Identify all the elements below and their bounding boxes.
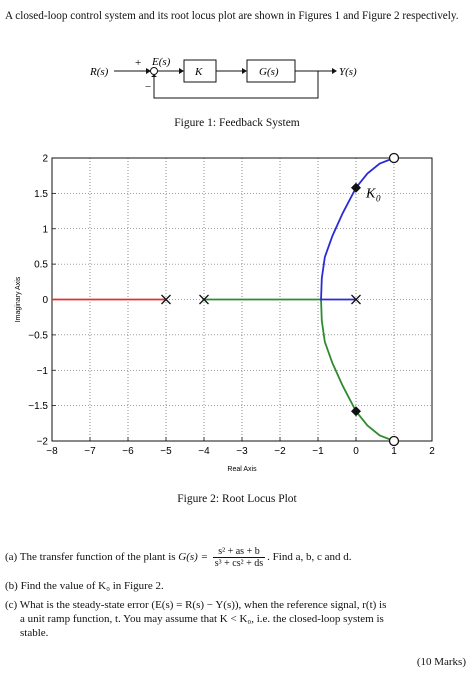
x-tick-label: 1 bbox=[391, 446, 397, 457]
zero-marker bbox=[388, 435, 400, 447]
y-tick-label: 1.5 bbox=[34, 189, 48, 200]
minus-sign: − bbox=[145, 81, 151, 93]
x-tick-label: −2 bbox=[274, 446, 286, 457]
x-tick-label: −5 bbox=[160, 446, 172, 457]
locus-branch bbox=[320, 157, 395, 301]
question-a-lhs: G(s) = bbox=[178, 551, 209, 564]
pole-marker bbox=[199, 294, 209, 305]
y-tick-label: −1 bbox=[37, 366, 49, 377]
question-c-line3: stable. bbox=[20, 627, 49, 639]
question-c-line2: a unit ramp function, t. You may assume … bbox=[20, 613, 384, 625]
figure1-caption: Figure 1: Feedback System bbox=[174, 117, 300, 129]
k0-annotation-subscript: 0 bbox=[376, 194, 381, 204]
feedback-path bbox=[153, 71, 319, 99]
question-a-prefix: (a) The transfer function of the plant i… bbox=[5, 551, 176, 564]
transfer-function-fraction: s² + as + b s³ + cs² + ds bbox=[212, 546, 266, 569]
x-tick-label: −3 bbox=[236, 446, 248, 457]
figure2-caption: Figure 2: Root Locus Plot bbox=[177, 493, 297, 505]
x-tick-label: −8 bbox=[46, 446, 58, 457]
input-label: R(s) bbox=[89, 66, 109, 78]
zero-marker bbox=[388, 152, 400, 164]
transfer-function-numerator: s² + as + b bbox=[212, 546, 266, 558]
y-tick-label: 0.5 bbox=[34, 260, 48, 271]
summing-junction bbox=[150, 67, 158, 75]
transfer-function-denominator: s³ + cs² + ds bbox=[214, 558, 264, 569]
y-tick-label: −1.5 bbox=[28, 401, 48, 412]
y-tick-label: −2 bbox=[37, 437, 49, 448]
y-tick-label: −0.5 bbox=[28, 330, 48, 341]
x-tick-label: −4 bbox=[198, 446, 210, 457]
y-tick-label: 2 bbox=[42, 154, 48, 165]
k0-marker bbox=[351, 406, 361, 417]
x-tick-label: −7 bbox=[84, 446, 96, 457]
question-a-suffix: . Find a, b, c and d. bbox=[267, 551, 352, 564]
input-arrowhead bbox=[146, 68, 151, 74]
y-tick-label: 0 bbox=[42, 295, 48, 306]
x-tick-label: 2 bbox=[429, 446, 435, 457]
controller-label: K bbox=[194, 66, 203, 78]
y-axis-label: Imaginary Axis bbox=[15, 276, 22, 322]
question-a: (a) The transfer function of the plant i… bbox=[5, 546, 470, 569]
y-tick-label: 1 bbox=[42, 224, 48, 235]
error-label: E(s) bbox=[151, 56, 171, 68]
x-tick-label: −6 bbox=[122, 446, 134, 457]
plus-sign: + bbox=[135, 57, 141, 69]
intro-text: A closed-loop control system and its roo… bbox=[5, 10, 459, 22]
pole-marker bbox=[351, 294, 361, 305]
x-tick-label: −1 bbox=[312, 446, 324, 457]
pole-marker bbox=[161, 294, 171, 305]
k0-marker bbox=[351, 182, 361, 193]
question-b: (b) Find the value of K₀ in Figure 2. bbox=[5, 580, 164, 592]
question-c-line1: (c) What is the steady-state error (E(s)… bbox=[5, 599, 387, 611]
k0-annotation: K bbox=[365, 187, 376, 202]
output-label: Y(s) bbox=[339, 66, 357, 78]
plant-label: G(s) bbox=[259, 66, 279, 78]
root-locus-chart: −8 −7 −6 −5 −4 −3 −2 −1 0 1 2 2 1.5 1 0.5 0 −0.5 −1 −1.5 −2… bbox=[15, 152, 435, 473]
marks-label: (10 Marks) bbox=[416, 656, 466, 668]
block-diagram: R(s) + − E(s) K G(s) Y(s) bbox=[89, 56, 357, 99]
locus-branch bbox=[204, 298, 395, 442]
x-axis-label: Real Axis bbox=[227, 466, 257, 473]
x-tick-label: 0 bbox=[353, 446, 359, 457]
question-c: (c) What is the steady-state error (E(s)… bbox=[5, 598, 473, 640]
